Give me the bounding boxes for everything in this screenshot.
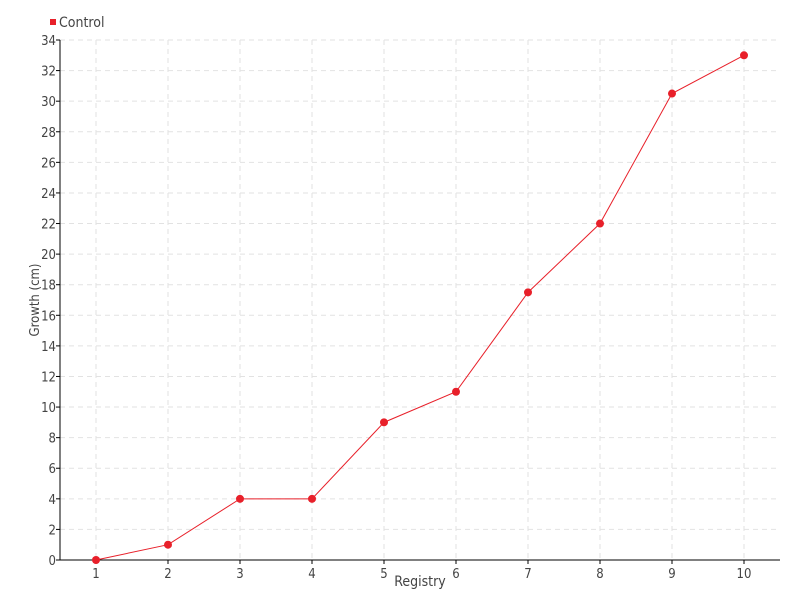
series-line [95,54,745,561]
data-point [236,494,244,503]
x-tick-label: 1 [92,567,99,582]
y-tick-label: 14 [41,340,56,355]
y-tick-label: 16 [41,309,56,324]
data-point [308,494,316,503]
data-point [452,387,460,396]
data-point [596,219,604,228]
y-tick-label: 10 [41,401,56,416]
x-tick-label: 10 [737,567,752,582]
series-control [92,51,748,564]
y-tick-label: 24 [41,187,56,202]
y-tick-label: 0 [49,554,56,569]
x-tick-label: 9 [668,567,675,582]
x-tick-label: 6 [452,567,459,582]
y-tick-label: 12 [41,370,56,385]
data-point [524,288,532,297]
y-tick-label: 26 [41,156,56,171]
y-tick-label: 20 [41,248,56,263]
y-tick-label: 8 [49,432,56,447]
x-tick-label: 8 [596,567,603,582]
y-tick-label: 18 [41,279,56,294]
x-tick-label: 2 [164,567,171,582]
data-point [92,556,100,564]
x-tick-label: 7 [524,567,531,582]
y-tick-label: 34 [41,34,56,49]
y-tick-label: 28 [41,126,56,141]
x-axis-label: Registry [394,574,446,590]
y-tick-label: 32 [41,65,56,80]
y-axis-label: Growth (cm) [28,264,43,337]
legend-label: Control [59,15,105,31]
data-point [164,540,172,549]
legend: Control [50,15,105,31]
data-point [668,89,676,98]
y-tick-label: 2 [49,523,56,538]
x-tick-label: 5 [380,567,387,582]
y-tick-label: 22 [41,218,56,233]
x-tick-label: 4 [308,567,315,582]
data-point [740,51,748,60]
x-tick-label: 3 [236,567,243,582]
y-tick-label: 6 [49,462,56,477]
y-tick-label: 30 [41,95,56,110]
data-point [380,418,388,427]
y-tick-label: 4 [49,493,56,508]
grid [60,39,780,560]
legend-swatch [50,19,56,25]
